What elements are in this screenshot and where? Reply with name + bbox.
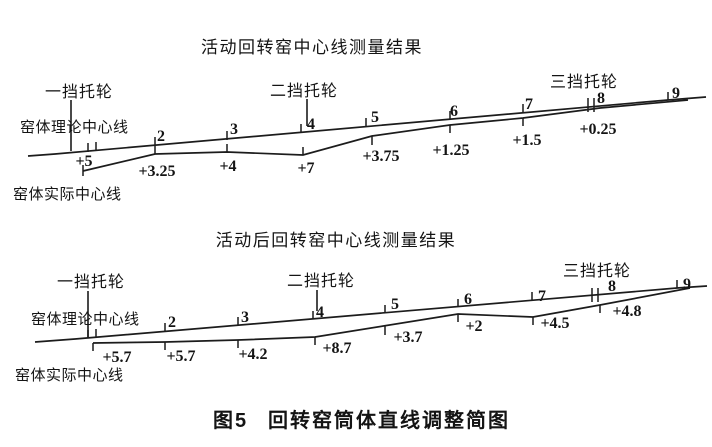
theoretical-centerline bbox=[34, 285, 708, 343]
actual-centerline bbox=[92, 287, 691, 344]
station-label: 5 bbox=[391, 296, 399, 313]
theoretical-centerline bbox=[27, 96, 707, 157]
station-label: 5 bbox=[371, 109, 379, 126]
deviation-value: +1.5 bbox=[512, 132, 541, 149]
deviation-value: +4.2 bbox=[238, 346, 267, 363]
deviation-value: +1.25 bbox=[432, 142, 469, 159]
deviation-value: +5.7 bbox=[166, 348, 195, 365]
deviation-value: +5 bbox=[75, 153, 92, 170]
roller-label-third: 三挡托轮 bbox=[550, 73, 618, 91]
station-label: 8 bbox=[608, 278, 616, 295]
figure-number: 图5 bbox=[213, 409, 248, 432]
station-label: 4 bbox=[307, 116, 315, 133]
figure-caption-text: 回转窑筒体直线调整简图 bbox=[268, 408, 510, 432]
station-label: 7 bbox=[538, 288, 546, 305]
deviation-value: +3.7 bbox=[393, 329, 422, 346]
deviation-value: +4.8 bbox=[612, 303, 641, 320]
chart-after-adjustment: 活动后回转窑中心线测量结果 一挡托轮 二挡托轮 三挡托轮 窑体理论中心线 窑体实… bbox=[15, 231, 708, 384]
deviation-value: +5.7 bbox=[102, 349, 131, 366]
station-ticks-theoretical bbox=[87, 280, 678, 338]
station-label: 6 bbox=[464, 291, 472, 308]
station-label: 4 bbox=[316, 304, 324, 321]
deviation-value: +8.7 bbox=[322, 340, 351, 357]
deviation-value: +3.75 bbox=[362, 148, 399, 165]
station-label: 9 bbox=[683, 276, 691, 293]
deviation-value: +7 bbox=[297, 160, 314, 177]
station-label: 9 bbox=[672, 85, 680, 102]
station-label: 8 bbox=[597, 90, 605, 107]
station-label: 7 bbox=[525, 96, 533, 113]
figure-caption: 图5 回转窑筒体直线调整简图 bbox=[213, 408, 510, 432]
chart-before-adjustment: 活动回转窑中心线测量结果 一挡托轮 二挡托轮 三挡托轮 窑体理论中心线 窑体实际… bbox=[13, 38, 707, 203]
actual-centerline-label: 窑体实际中心线 bbox=[13, 186, 122, 203]
roller-label-first: 一挡托轮 bbox=[57, 273, 125, 291]
deviation-value: +0.25 bbox=[579, 121, 616, 138]
chart-title: 活动回转窑中心线测量结果 bbox=[201, 38, 423, 57]
roller-label-second: 二挡托轮 bbox=[287, 272, 355, 290]
deviation-value: +4 bbox=[219, 158, 236, 175]
station-label: 2 bbox=[157, 128, 165, 145]
theoretical-centerline-label: 窑体理论中心线 bbox=[31, 311, 140, 328]
station-ticks-theoretical bbox=[87, 92, 669, 152]
roller-label-third: 三挡托轮 bbox=[563, 262, 631, 280]
actual-centerline-label: 窑体实际中心线 bbox=[15, 367, 124, 384]
theoretical-centerline-label: 窑体理论中心线 bbox=[20, 119, 129, 136]
chart-title: 活动后回转窑中心线测量结果 bbox=[216, 231, 457, 250]
station-label: 3 bbox=[230, 121, 238, 138]
deviation-value: +2 bbox=[465, 318, 482, 335]
station-label: 3 bbox=[241, 309, 249, 326]
measurement-ticks-actual bbox=[82, 118, 524, 176]
station-label: 6 bbox=[450, 103, 458, 120]
measurement-ticks-actual bbox=[92, 305, 601, 351]
roller-label-first: 一挡托轮 bbox=[45, 83, 113, 101]
deviation-value: +4.5 bbox=[540, 315, 569, 332]
deviation-value: +3.25 bbox=[138, 163, 175, 180]
roller-label-second: 二挡托轮 bbox=[270, 82, 338, 100]
station-label: 2 bbox=[168, 314, 176, 331]
